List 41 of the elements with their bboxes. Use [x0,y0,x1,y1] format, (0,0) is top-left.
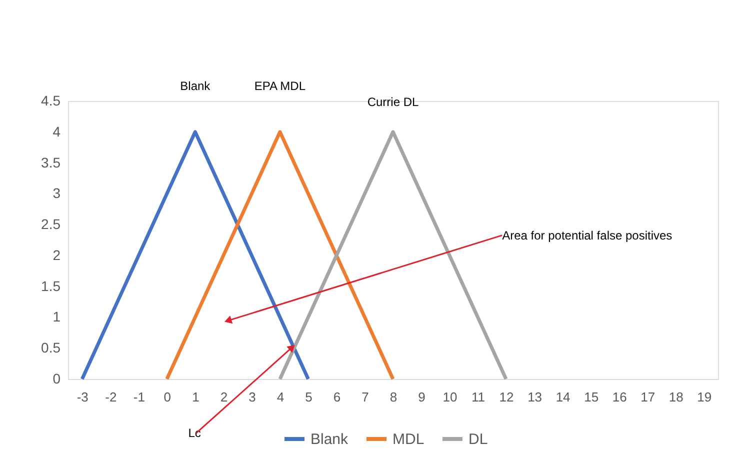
x-tick-label: 12 [499,390,514,404]
text: Blank [180,79,212,93]
annotation: Area for potential false positives [502,228,672,242]
x-tick-label: 6 [333,390,341,404]
x-tick-label: 0 [164,390,172,404]
x-tick-label: 14 [556,390,570,404]
x-tick-label: 16 [612,390,627,404]
x-tick-label: 2 [220,390,228,404]
x-tick-label: 18 [668,390,684,404]
x-tick-label: 10 [442,390,458,404]
annotation: Currie DL [367,95,419,109]
x-tick-label: 15 [584,390,599,404]
y-tick-label: 3.5 [41,154,61,170]
x-tick-label: 19 [697,390,712,404]
legend-label: DL [468,431,488,448]
x-tick-label: 13 [528,390,542,404]
y-tick-label: 2.5 [41,216,61,232]
x-tick-label: 17 [640,390,656,404]
x-tick-label: -3 [76,390,88,404]
x-tick-label: 5 [305,390,312,404]
y-tick-label: 1 [52,308,61,325]
x-tick-label: 4 [276,390,284,404]
x-tick-label: 11 [472,390,486,404]
y-tick-label: 4.5 [41,92,61,108]
y-tick-label: 1.5 [41,278,61,294]
annotation: Lc [188,426,201,440]
y-tick-label: 0 [52,370,61,386]
x-tick-label: -1 [133,390,145,404]
x-tick-label: -2 [105,390,117,404]
x-tick-label: 1 [192,390,200,404]
y-tick-label: 0.5 [41,340,61,356]
x-tick-label: 3 [248,390,256,404]
x-tick-label: 7 [362,390,369,404]
y-tick-label: 2 [52,246,61,263]
y-tick-label: 4 [52,123,61,140]
y-tick-label: 3 [52,185,61,202]
x-tick-label: 9 [418,390,426,404]
legend-label: Blank [310,431,349,448]
x-tick-label: 8 [390,390,398,404]
text: EPA MDL [254,79,306,93]
legend-label: MDL [392,431,424,448]
